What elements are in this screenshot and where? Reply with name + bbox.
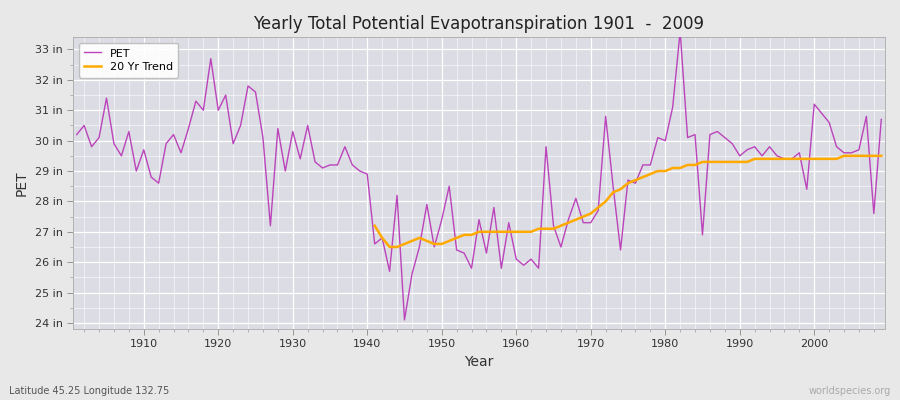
20 Yr Trend xyxy=(764,156,775,161)
20 Yr Trend xyxy=(473,229,484,234)
20 Yr Trend xyxy=(369,223,380,228)
20 Yr Trend xyxy=(667,166,678,170)
20 Yr Trend xyxy=(876,154,886,158)
20 Yr Trend xyxy=(459,232,470,237)
Text: Latitude 45.25 Longitude 132.75: Latitude 45.25 Longitude 132.75 xyxy=(9,386,169,396)
PET xyxy=(608,184,618,189)
20 Yr Trend xyxy=(414,236,425,240)
PET xyxy=(130,169,141,174)
20 Yr Trend xyxy=(868,154,879,158)
PET xyxy=(339,144,350,149)
Title: Yearly Total Potential Evapotranspiration 1901  -  2009: Yearly Total Potential Evapotranspiratio… xyxy=(254,15,705,33)
PET xyxy=(71,132,82,137)
20 Yr Trend xyxy=(384,244,395,249)
Y-axis label: PET: PET xyxy=(15,170,29,196)
Text: worldspecies.org: worldspecies.org xyxy=(809,386,891,396)
PET xyxy=(399,318,410,322)
PET xyxy=(518,263,529,268)
Legend: PET, 20 Yr Trend: PET, 20 Yr Trend xyxy=(78,43,178,78)
PET xyxy=(511,257,522,262)
PET xyxy=(295,156,306,161)
20 Yr Trend xyxy=(839,154,850,158)
PET xyxy=(876,117,886,122)
Line: PET: PET xyxy=(76,31,881,320)
PET xyxy=(675,29,686,34)
X-axis label: Year: Year xyxy=(464,355,494,369)
Line: 20 Yr Trend: 20 Yr Trend xyxy=(374,156,881,247)
